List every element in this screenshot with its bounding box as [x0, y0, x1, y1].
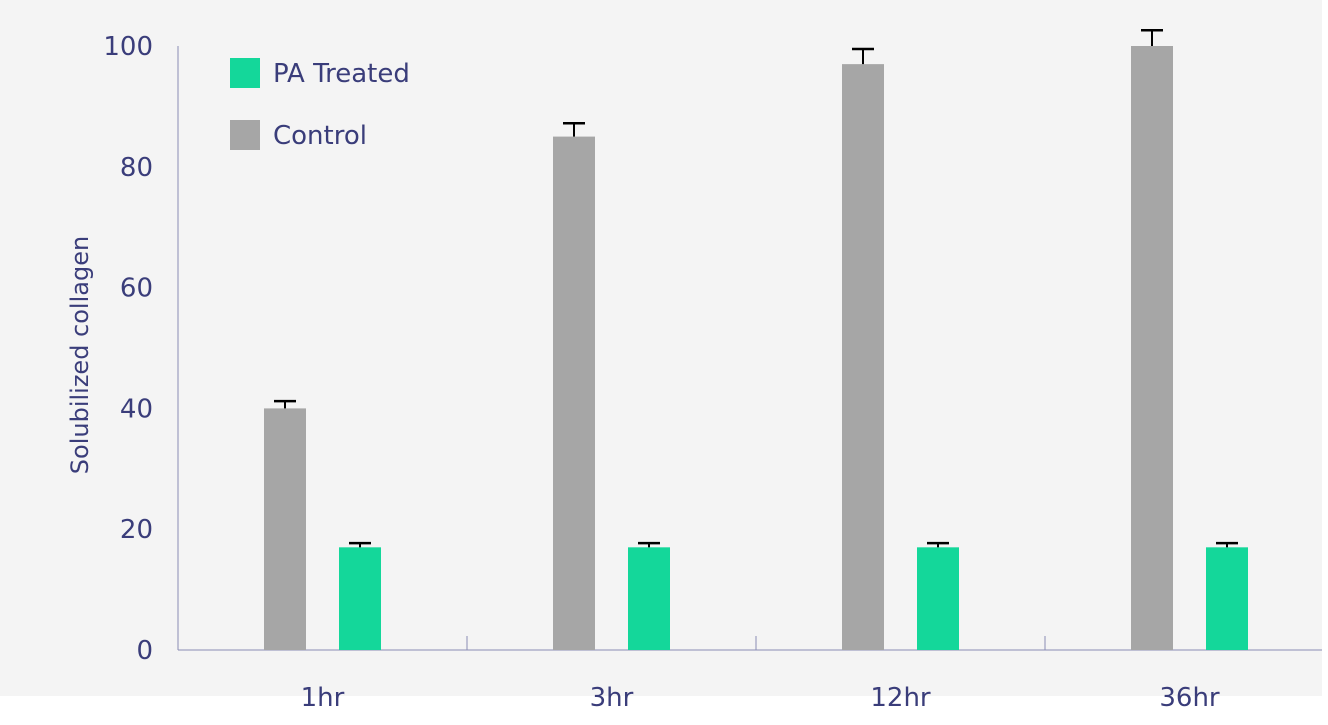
- bar-control-1hr: [264, 408, 306, 650]
- legend-swatch-control: [230, 120, 260, 150]
- legend-swatch-pa-treated: [230, 58, 260, 88]
- x-tick-label-1hr: 1hr: [301, 683, 345, 713]
- legend: PA Treated Control: [230, 58, 410, 151]
- y-tick-label-0: 0: [136, 636, 153, 666]
- legend-label-pa-treated: PA Treated: [273, 59, 410, 89]
- bar-control-36hr: [1131, 46, 1173, 650]
- bar-control-3hr: [553, 136, 595, 651]
- x-ticks: 1hr 3hr 12hr 36hr: [177, 636, 1220, 713]
- bar-pa-treated-36hr: [1206, 547, 1248, 650]
- bar-pa-treated-1hr: [339, 547, 381, 650]
- y-tick-label-100: 100: [103, 32, 153, 62]
- x-tick-label-12hr: 12hr: [870, 683, 931, 713]
- bar-control-12hr: [842, 64, 884, 651]
- y-tick-label-80: 80: [120, 153, 153, 183]
- x-tick-label-36hr: 36hr: [1159, 683, 1220, 713]
- y-tick-label-40: 40: [120, 394, 153, 424]
- y-tick-label-20: 20: [120, 515, 153, 545]
- x-tick-label-3hr: 3hr: [590, 683, 634, 713]
- y-tick-label-60: 60: [120, 274, 153, 304]
- legend-label-control: Control: [273, 121, 367, 151]
- y-ticks: 0 20 40 60 80 100: [103, 32, 153, 666]
- error-bars: [274, 29, 1238, 548]
- bars: [264, 46, 1248, 651]
- bar-pa-treated-3hr: [628, 547, 670, 650]
- bar-pa-treated-12hr: [917, 547, 959, 650]
- y-axis-label: Solubilized collagen: [66, 236, 94, 474]
